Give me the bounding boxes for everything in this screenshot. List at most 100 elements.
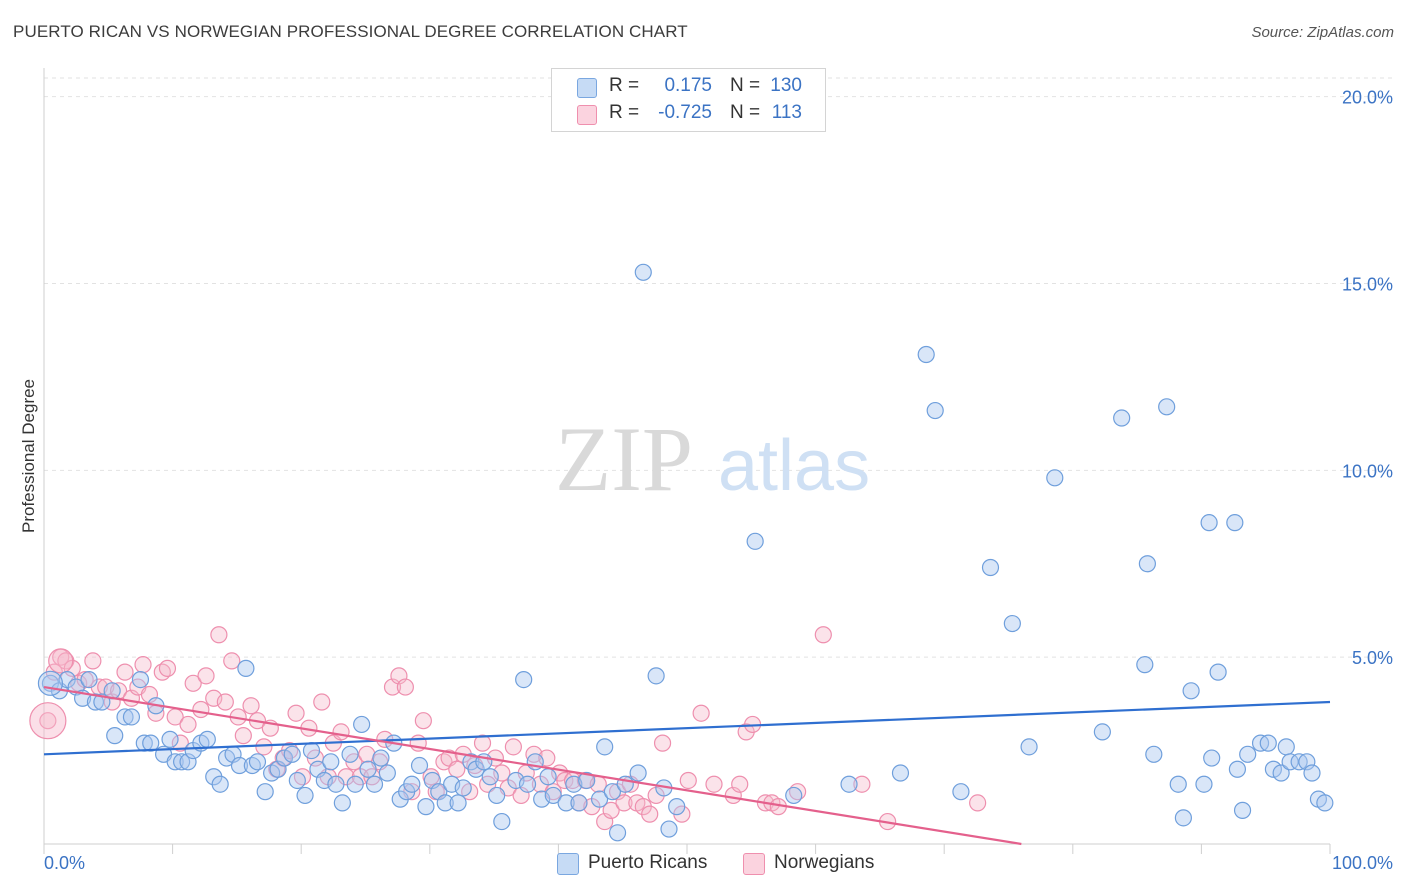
- puerto-ricans-point: [840, 775, 858, 793]
- puerto-ricans-point: [142, 734, 160, 752]
- norwegians-point: [679, 771, 697, 790]
- legend-row-norwegians: R = -0.725 N = 113: [552, 101, 825, 127]
- norwegians-point: [255, 738, 273, 756]
- puerto-ricans-point: [1046, 469, 1064, 487]
- puerto-ricans-point: [1272, 764, 1290, 782]
- norwegians-point: [171, 734, 189, 752]
- puerto-ricans-point: [327, 775, 345, 793]
- puerto-ricans-point: [590, 790, 609, 808]
- puerto-ricans-point: [1136, 656, 1154, 674]
- puerto-ricans-point: [372, 749, 390, 767]
- puerto-ricans-point: [166, 753, 184, 771]
- puerto-ricans-point: [1239, 745, 1257, 763]
- puerto-ricans-point: [1158, 398, 1176, 416]
- norwegians-point: [192, 700, 210, 719]
- puerto-ricans-point: [608, 824, 627, 842]
- legend-n-label: N =: [730, 75, 761, 96]
- puerto-ricans-point: [1303, 764, 1321, 782]
- norwegians-point: [332, 723, 350, 741]
- puerto-ricans-point: [1316, 794, 1334, 812]
- x-tick-label: 0.0%: [44, 853, 85, 873]
- puerto-ricans-point: [436, 794, 454, 812]
- puerto-ricans-trend-line: [43, 700, 1331, 756]
- puerto-ricans-point: [1228, 760, 1247, 778]
- puerto-ricans-point: [785, 786, 803, 805]
- puerto-ricans-point: [1259, 734, 1277, 752]
- puerto-ricans-point: [539, 768, 557, 786]
- puerto-ricans-point: [230, 756, 249, 775]
- puerto-ricans-point: [417, 798, 435, 816]
- legend-r-value: 0.175: [664, 75, 712, 96]
- puerto-ricans-point: [333, 794, 351, 812]
- norwegians-point: [313, 693, 331, 711]
- puerto-ricans-point: [660, 820, 678, 838]
- source-credit: Source: ZipAtlas.com: [1251, 24, 1394, 41]
- puerto-ricans-point: [518, 775, 537, 793]
- puerto-ricans-point: [1020, 738, 1038, 756]
- legend-swatch-blue: [577, 78, 597, 98]
- puerto-ricans-point: [131, 670, 150, 689]
- puerto-ricans-points: [37, 263, 1334, 842]
- puerto-ricans-point: [378, 764, 396, 782]
- puerto-ricans-point: [302, 741, 321, 760]
- puerto-ricans-point: [746, 532, 764, 550]
- puerto-ricans-point: [1113, 409, 1131, 427]
- norwegians-point: [653, 734, 672, 752]
- puerto-ricans-point: [116, 708, 134, 726]
- norwegians-point: [473, 734, 492, 752]
- puerto-ricans-point: [353, 715, 371, 734]
- puerto-ricans-point: [256, 783, 274, 801]
- puerto-ricans-point: [365, 775, 384, 793]
- norwegians-point: [184, 674, 202, 692]
- puerto-ricans-point: [1209, 663, 1227, 681]
- puerto-ricans-point: [481, 768, 499, 786]
- puerto-ricans-point: [248, 753, 267, 771]
- norwegians-point: [287, 704, 305, 722]
- norwegians-point: [615, 794, 633, 812]
- y-tick-label: 10.0%: [1342, 461, 1393, 481]
- puerto-ricans-point: [1195, 775, 1213, 793]
- norwegians-point: [197, 667, 215, 685]
- trend-lines: [43, 685, 1331, 846]
- puerto-ricans-point: [410, 756, 429, 775]
- norwegians-point: [234, 727, 252, 745]
- puerto-ricans-point: [578, 771, 596, 790]
- correlation-legend: R = 0.175 N = 130 R = -0.725 N = 113: [551, 68, 826, 132]
- norwegians-point: [39, 712, 57, 730]
- norwegians-point-cluster: [48, 648, 74, 674]
- legend-n-value: 130: [770, 75, 802, 96]
- norwegians-point: [853, 775, 871, 793]
- puerto-ricans-point: [237, 659, 255, 677]
- bottom-legend-swatch-blue: [557, 853, 579, 875]
- puerto-ricans-point: [1174, 809, 1192, 827]
- legend-row-puerto-ricans: R = 0.175 N = 130: [552, 74, 825, 100]
- legend-swatch-pink: [577, 105, 597, 125]
- norwegians-point: [179, 715, 197, 734]
- norwegians-point: [396, 678, 414, 696]
- norwegians-point: [158, 659, 177, 677]
- norwegians-point: [969, 794, 987, 812]
- puerto-ricans-point: [647, 667, 665, 685]
- y-axis-label: Professional Degree: [19, 379, 38, 533]
- puerto-ricans-point: [668, 798, 686, 816]
- puerto-ricans-point: [917, 345, 935, 364]
- grid-lines: [44, 77, 1392, 658]
- puerto-ricans-point: [1093, 723, 1111, 741]
- puerto-ricans-point: [570, 794, 588, 812]
- norwegians-point: [216, 693, 234, 711]
- norwegians-point: [84, 652, 102, 670]
- puerto-ricans-point: [565, 775, 583, 793]
- norwegians-point: [116, 663, 134, 681]
- y-tick-label: 5.0%: [1352, 648, 1393, 668]
- legend-r-label: R =: [609, 75, 640, 96]
- puerto-ricans-point: [106, 727, 124, 745]
- puerto-ricans-point: [1003, 614, 1021, 633]
- puerto-ricans-point: [1277, 738, 1295, 756]
- puerto-ricans-point: [981, 558, 1000, 577]
- bottom-legend-label: Norwegians: [774, 852, 875, 873]
- y-tick-label: 20.0%: [1342, 88, 1393, 108]
- norwegians-point: [223, 652, 241, 670]
- norwegians-point: [134, 656, 152, 674]
- puerto-ricans-point: [544, 786, 562, 805]
- puerto-ricans-point: [341, 745, 359, 763]
